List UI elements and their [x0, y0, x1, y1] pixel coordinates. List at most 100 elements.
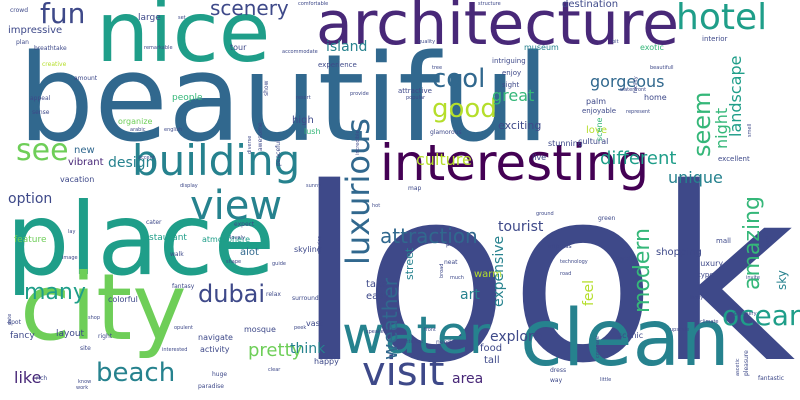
word: accent [138, 155, 155, 161]
word: activity [200, 345, 230, 354]
word: people [172, 93, 203, 103]
word: crowd [10, 7, 29, 14]
word: structure [478, 1, 501, 7]
word: provide [350, 91, 369, 97]
word: need [436, 339, 451, 346]
word: clear [268, 367, 281, 373]
word: high [292, 115, 314, 126]
word: upscale [670, 327, 690, 333]
word: waterfront [620, 87, 647, 93]
word: potential [446, 241, 473, 248]
word: much [450, 275, 464, 281]
word: modern [630, 228, 655, 313]
word: incredible [355, 130, 361, 155]
word: think [290, 341, 326, 357]
word: area [452, 371, 484, 387]
word: creative [42, 61, 67, 68]
word: relax [266, 291, 281, 298]
word: shape [226, 259, 242, 265]
word: speaker [366, 329, 386, 335]
word: scenic [618, 331, 644, 340]
word: plan [16, 39, 29, 46]
word: shop [88, 315, 101, 321]
word: peek [294, 325, 307, 331]
word: look [296, 136, 796, 400]
word: english [164, 127, 182, 133]
word: good [432, 94, 497, 124]
word: fantasy [172, 283, 195, 290]
word: want [765, 235, 771, 248]
word: nice [96, 0, 271, 81]
word: live [532, 153, 547, 162]
word: smell [747, 123, 753, 137]
word: opulent [174, 325, 193, 331]
word: lush [304, 127, 321, 136]
word: spot [8, 319, 21, 326]
word: surround [292, 295, 319, 302]
word: tall [484, 355, 500, 366]
word: gorgeous [590, 72, 665, 91]
word: design [108, 155, 155, 171]
word: ground [536, 211, 554, 217]
word: explore [490, 329, 543, 345]
word: image [62, 255, 78, 261]
word: vast [306, 319, 323, 328]
word: invite [746, 275, 760, 281]
word: beautifull [650, 65, 674, 71]
word: remarkable [144, 45, 173, 51]
word: right [98, 333, 113, 340]
word: city [20, 254, 187, 361]
word: popular [406, 95, 426, 101]
word: great [492, 86, 535, 105]
word: flower [612, 255, 631, 262]
word: map [408, 185, 422, 192]
word: feel [581, 279, 597, 306]
word: climate [700, 319, 719, 325]
word: interest [404, 339, 424, 345]
word: love [586, 125, 607, 136]
word: represent [626, 109, 651, 115]
word: cultural [578, 137, 609, 146]
word: beautiful [18, 30, 550, 169]
word: rich [36, 375, 48, 382]
word: sight [502, 81, 520, 89]
word: option [8, 191, 53, 207]
word: glamorous [430, 129, 462, 136]
word: guide [272, 261, 286, 267]
word: place [6, 181, 276, 298]
word: appeal [30, 95, 51, 102]
word: sunny [306, 183, 322, 189]
word: accommodate [282, 49, 318, 55]
word: enjoy [502, 69, 522, 77]
word: mosque [244, 325, 276, 334]
word: type [698, 271, 714, 279]
word: building [132, 136, 301, 185]
word: experience [318, 61, 357, 69]
word: expect [234, 221, 255, 228]
word: attraction [380, 224, 478, 248]
word: intriguing [492, 57, 526, 65]
word: tourist [498, 219, 544, 235]
word: impress [548, 243, 572, 250]
word: many [24, 280, 86, 305]
word: new [74, 145, 95, 156]
word: dubai [198, 280, 266, 308]
word: alot [240, 247, 259, 258]
word: facility [633, 76, 639, 93]
word: road [560, 271, 572, 277]
word: green [598, 215, 616, 222]
word: site [80, 345, 91, 352]
word: visit [362, 349, 445, 395]
word: greenery [734, 311, 757, 317]
word: resort [296, 95, 311, 101]
word: island [326, 39, 368, 55]
word: architecture [316, 0, 680, 59]
word: mall [716, 237, 731, 245]
word: easy [366, 291, 390, 302]
word: bit [612, 39, 619, 45]
word: technology [560, 259, 588, 265]
word: hot [372, 203, 381, 209]
word: little [600, 377, 612, 383]
word: sense [32, 109, 50, 116]
word: night [712, 107, 731, 149]
